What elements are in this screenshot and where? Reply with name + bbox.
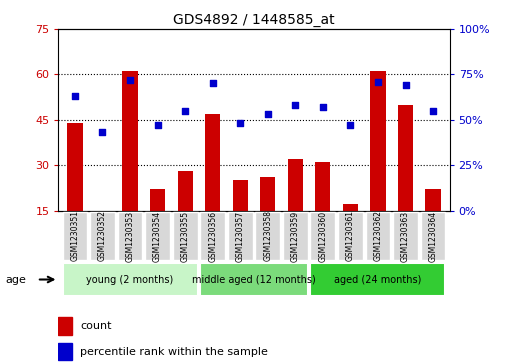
Bar	[205, 114, 220, 211]
Point	[181, 108, 189, 114]
Point	[346, 122, 355, 128]
Text: GSM1230356: GSM1230356	[208, 211, 217, 261]
Point	[264, 111, 272, 117]
FancyBboxPatch shape	[366, 212, 390, 260]
Text: GSM1230351: GSM1230351	[71, 211, 79, 261]
Text: GSM1230361: GSM1230361	[346, 211, 355, 261]
Bar	[288, 159, 303, 211]
Text: GSM1230357: GSM1230357	[236, 211, 245, 261]
Text: GSM1230362: GSM1230362	[373, 211, 383, 261]
FancyBboxPatch shape	[393, 212, 418, 260]
FancyBboxPatch shape	[310, 212, 335, 260]
Text: GSM1230359: GSM1230359	[291, 211, 300, 261]
Point	[291, 102, 299, 108]
FancyBboxPatch shape	[145, 212, 170, 260]
Bar	[122, 72, 138, 211]
FancyBboxPatch shape	[62, 263, 198, 296]
Title: GDS4892 / 1448585_at: GDS4892 / 1448585_at	[173, 13, 335, 26]
Bar	[150, 189, 165, 211]
Point	[99, 130, 107, 135]
FancyBboxPatch shape	[421, 212, 446, 260]
FancyBboxPatch shape	[62, 212, 87, 260]
Bar	[68, 123, 82, 211]
Text: GSM1230360: GSM1230360	[319, 211, 327, 261]
Bar	[58, 317, 72, 335]
Text: GSM1230364: GSM1230364	[429, 211, 437, 261]
Text: GSM1230363: GSM1230363	[401, 211, 410, 261]
Point	[429, 108, 437, 114]
Point	[153, 122, 162, 128]
Point	[319, 104, 327, 110]
FancyBboxPatch shape	[118, 212, 142, 260]
FancyBboxPatch shape	[310, 263, 446, 296]
Bar	[315, 162, 330, 211]
Bar	[233, 180, 248, 211]
Text: young (2 months): young (2 months)	[86, 274, 174, 285]
FancyBboxPatch shape	[90, 212, 115, 260]
Text: percentile rank within the sample: percentile rank within the sample	[80, 347, 268, 356]
FancyBboxPatch shape	[283, 212, 308, 260]
Point	[209, 81, 217, 86]
Text: age: age	[5, 274, 26, 285]
Point	[126, 77, 134, 83]
Text: GSM1230353: GSM1230353	[125, 211, 135, 261]
Text: GSM1230354: GSM1230354	[153, 211, 162, 261]
Point	[374, 79, 382, 85]
Text: GSM1230355: GSM1230355	[181, 211, 189, 261]
Point	[401, 82, 409, 88]
FancyBboxPatch shape	[256, 212, 280, 260]
Point	[71, 93, 79, 99]
Bar	[370, 72, 386, 211]
Bar	[398, 105, 413, 211]
Text: middle aged (12 months): middle aged (12 months)	[192, 274, 316, 285]
Bar	[343, 204, 358, 211]
Bar	[58, 343, 72, 360]
Point	[236, 121, 244, 126]
Bar	[178, 171, 193, 211]
FancyBboxPatch shape	[173, 212, 198, 260]
Text: count: count	[80, 321, 111, 331]
Bar	[426, 189, 440, 211]
Text: GSM1230358: GSM1230358	[263, 211, 272, 261]
Text: aged (24 months): aged (24 months)	[334, 274, 422, 285]
Bar	[260, 177, 275, 211]
FancyBboxPatch shape	[338, 212, 363, 260]
FancyBboxPatch shape	[228, 212, 252, 260]
Text: GSM1230352: GSM1230352	[98, 211, 107, 261]
FancyBboxPatch shape	[200, 212, 225, 260]
FancyBboxPatch shape	[200, 263, 308, 296]
